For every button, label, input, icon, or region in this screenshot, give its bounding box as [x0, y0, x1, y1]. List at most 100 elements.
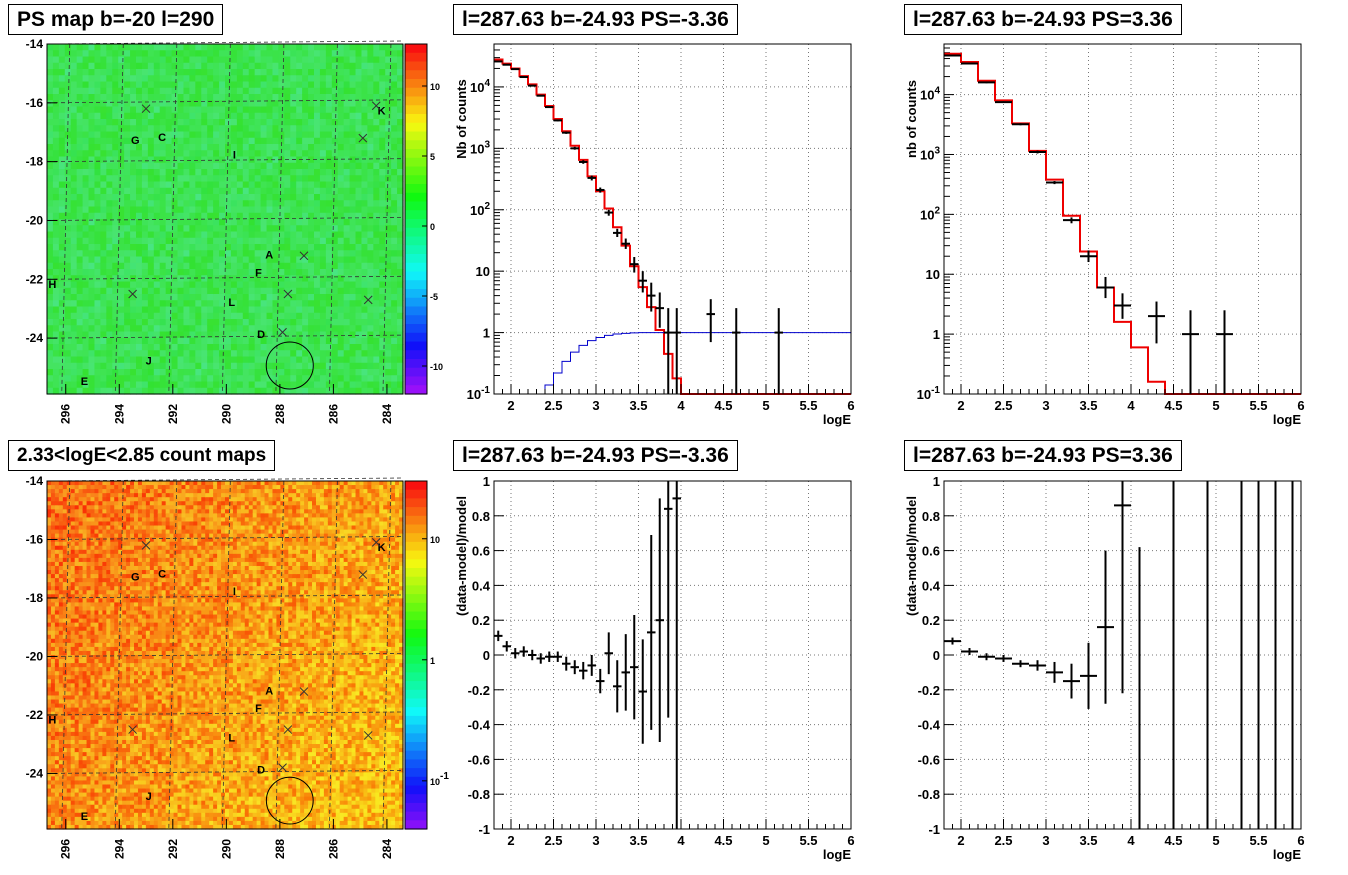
plot-frame	[493, 480, 852, 830]
data-point	[604, 209, 613, 216]
colorbar-cell	[405, 533, 427, 543]
colorbar-cell	[405, 297, 427, 308]
data-point	[587, 655, 596, 676]
y-axis-title: Nb of counts	[454, 79, 469, 158]
data-point	[553, 651, 562, 662]
colorbar-cell	[405, 655, 427, 665]
x-tick-label: 290	[219, 839, 233, 859]
colorbar-cell	[405, 262, 427, 273]
map-grid-line	[46, 653, 404, 657]
y-tick-label: 104	[920, 86, 940, 103]
model-step-line	[536, 332, 851, 395]
data-point	[502, 63, 511, 66]
y-tick-label: 104	[470, 78, 490, 95]
y-tick-label: 0.6	[922, 544, 940, 559]
colorbar-tick-label: 10-1	[430, 771, 449, 787]
source-cross-marker	[128, 289, 138, 299]
colorbar-cell	[405, 332, 427, 343]
x-tick-label: 6	[1297, 398, 1304, 413]
x-tick-label: 6	[847, 833, 854, 848]
map-grid-line	[275, 43, 285, 395]
map-grid-line	[382, 480, 392, 830]
source-label: L	[228, 297, 235, 309]
map-grid-line	[46, 594, 404, 599]
data-point	[647, 534, 656, 730]
data-point	[528, 649, 537, 661]
colorbar-cell	[405, 192, 427, 203]
map-grid-line	[46, 536, 404, 540]
map-grid-line	[221, 480, 231, 830]
data-point	[536, 94, 545, 97]
colorbar-cell	[405, 646, 427, 656]
map-grid-line	[46, 158, 404, 163]
x-tick-label: 2.5	[544, 833, 562, 848]
source-label: H	[48, 279, 56, 291]
source-label: A	[265, 685, 273, 697]
y-axis-title: (data-model)/model	[904, 496, 919, 616]
map-pixels	[47, 44, 404, 395]
colorbar-cell	[405, 227, 427, 238]
x-tick-label: 5	[762, 833, 769, 848]
source-label: L	[228, 732, 235, 744]
x-tick-label: 3.5	[629, 398, 647, 413]
source-cross-marker	[278, 327, 287, 337]
colorbar-tick-label: 1	[430, 656, 435, 666]
colorbar-cell	[405, 689, 427, 700]
y-tick-label: 1	[933, 474, 940, 489]
x-tick-label: 292	[166, 839, 180, 859]
colorbar-cell	[405, 131, 427, 141]
y-tick-label: -18	[26, 155, 44, 169]
data-point	[638, 639, 647, 744]
x-axis-title: logE	[823, 847, 851, 862]
map-grid-line	[46, 275, 404, 280]
colorbar-tick-label: -5	[430, 292, 438, 302]
x-tick-label: 286	[326, 404, 340, 424]
data-point	[664, 308, 673, 394]
data-point	[774, 308, 783, 394]
y-tick-label: 1	[483, 474, 490, 489]
colorbar-cell	[405, 149, 427, 159]
colorbar-cell	[405, 385, 427, 395]
y-tick-label: -24	[26, 331, 44, 345]
data-point	[1029, 150, 1046, 154]
colorbar-cell	[405, 524, 427, 534]
colorbar-cell	[405, 271, 427, 281]
colorbar-cell	[405, 637, 427, 647]
colorbar-cell	[405, 87, 427, 98]
res2-title: l=287.63 b=-24.93 PS=3.36	[904, 440, 1182, 471]
y-tick-label: 10	[926, 267, 940, 282]
data-point	[502, 641, 511, 652]
x-axis-title: logE	[1273, 412, 1301, 427]
y-tick-label: 103	[920, 145, 940, 162]
data-point	[978, 81, 995, 84]
x-tick-label: 4.5	[714, 833, 732, 848]
x-tick-label: 5.5	[799, 398, 817, 413]
colorbar-cell	[405, 324, 427, 334]
colorbar-cell	[405, 289, 427, 299]
colorbar-cell	[405, 820, 427, 830]
colorbar-cell	[405, 672, 427, 682]
colorbar-cell	[405, 724, 427, 734]
map2-title: 2.33<logE<2.85 count maps	[8, 440, 276, 471]
map-grid-line	[168, 43, 178, 395]
colorbar-cell	[405, 201, 427, 211]
source-label: H	[48, 715, 56, 727]
x-axis-title: logE	[823, 412, 851, 427]
colorbar-cell	[405, 219, 427, 229]
colorbar-tick-label: 5	[430, 152, 435, 162]
spec1-title: l=287.63 b=-24.93 PS=-3.36	[453, 4, 738, 35]
x-tick-label: 5	[762, 398, 769, 413]
colorbar-cell	[405, 663, 427, 673]
source-cross-marker	[128, 725, 138, 734]
source-cross-marker	[299, 687, 309, 696]
data-point	[638, 271, 647, 293]
source-label: J	[146, 791, 152, 803]
y-tick-label: 0	[933, 648, 940, 663]
y-tick-label: -0.4	[918, 718, 941, 733]
map1-title: PS map b=-20 l=290	[8, 4, 224, 35]
data-point	[630, 257, 639, 273]
colorbar-cell	[405, 210, 427, 220]
data-point	[944, 54, 961, 57]
data-point	[1046, 181, 1063, 185]
y-tick-label: 1	[483, 326, 490, 341]
